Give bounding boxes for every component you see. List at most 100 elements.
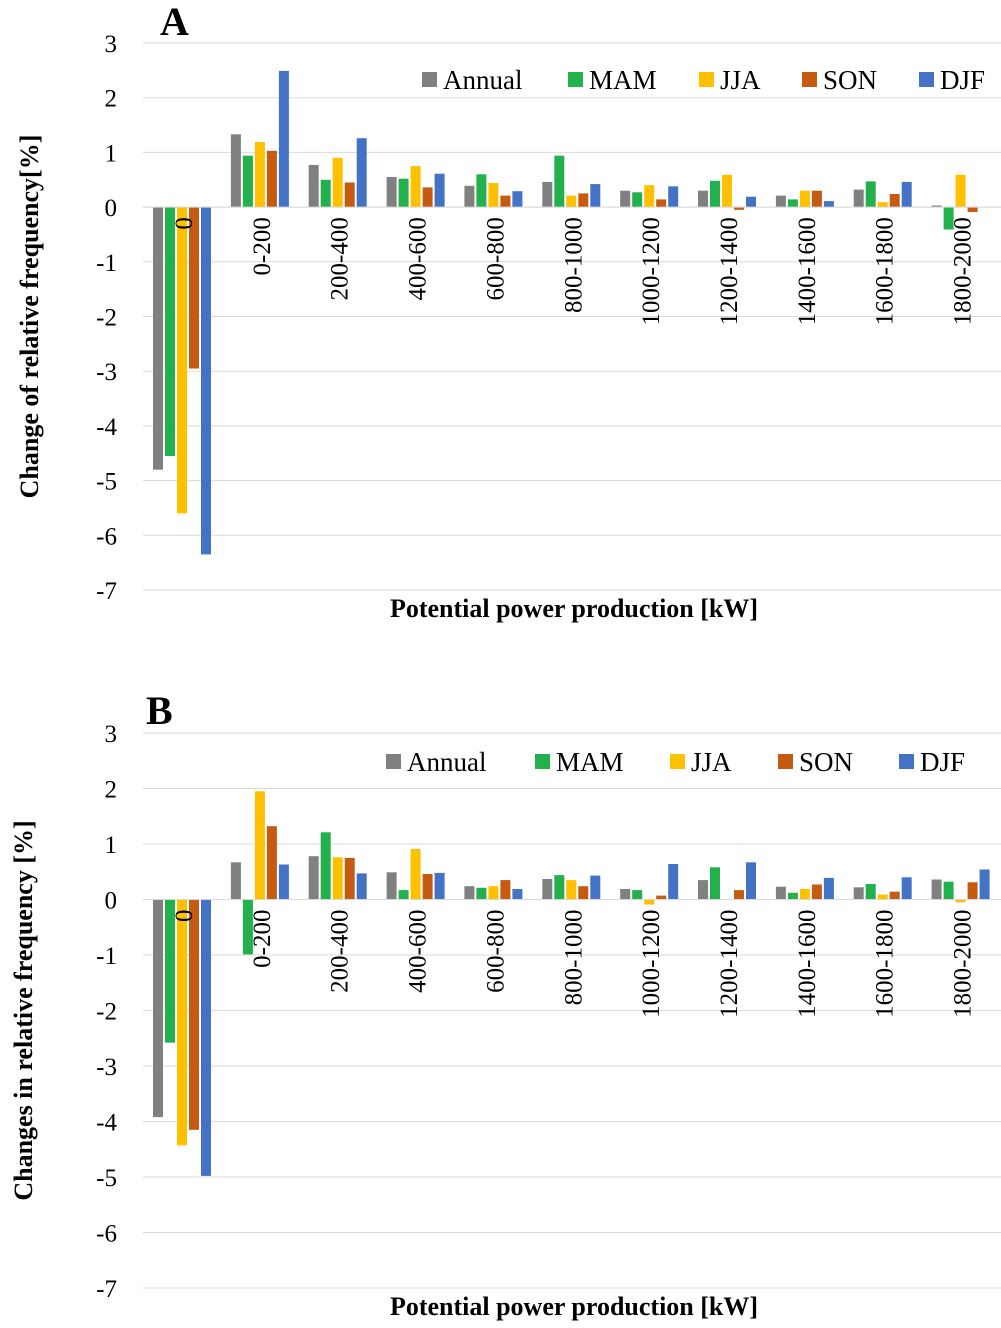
x-tick-label: 1200-1400 [716,910,743,1018]
chart-panel-a: 3 2 1 0 -1 -2 -3 -4 -5 -6 -7 0 0-200 200-400 400-600 60… [15,0,1001,623]
bar-jja-1600-1800 [877,894,888,900]
bar-mam-800-1000 [554,875,565,900]
bar-annual-0 [153,207,163,470]
legend-label: JJA [720,65,761,95]
y-tick-label: -7 [96,578,117,605]
legend-swatch [899,754,914,769]
bar-jja-1000-1200 [644,899,655,905]
bar-djf-800-1000 [590,875,601,900]
bar-jja-400-600 [410,166,421,208]
bar-chart-a: 3 2 1 0 -1 -2 -3 -4 -5 -6 -7 0 0-200 200-400 400-600 60… [15,0,1001,623]
bar-son-0 [189,899,199,1130]
x-tick-label: 600-800 [482,910,509,993]
x-tick-label: 0 [171,910,198,923]
y-tick-label: 0 [105,888,118,915]
bar-djf-0-200 [278,70,289,208]
bar-annual-1200-1400 [698,880,708,900]
bar-son-0-200 [266,826,277,900]
panel-label: A [160,0,189,44]
bar-annual-600-800 [464,886,475,900]
y-tick-label: -4 [96,1110,117,1137]
x-tick-label: 0 [171,217,198,230]
bar-jja-1800-2000 [955,174,966,208]
x-tick-label: 400-600 [405,910,432,993]
bar-annual-1600-1800 [853,189,864,208]
bar-mam-1400-1600 [787,892,798,900]
x-tick-label: 1400-1600 [794,910,821,1018]
bar-djf-1200-1400 [746,196,756,208]
y-tick-label: 3 [105,31,118,58]
x-tick-label: 200-400 [327,910,354,993]
bar-jja-600-800 [488,183,499,208]
x-tick-label: 0-200 [249,217,276,275]
bar-son-1600-1800 [889,194,900,208]
bar-jja-800-1000 [566,880,577,900]
y-tick-label: -2 [96,305,117,332]
x-tick-label: 1600-1800 [872,217,899,325]
bar-annual-0-200 [230,134,241,208]
bar-son-1400-1600 [811,190,822,208]
legend-swatch [386,754,401,769]
y-axis-title: Changes in relative frequency [%] [9,820,38,1200]
bar-jja-1400-1600 [799,889,810,900]
x-tick-label: 1000-1200 [638,217,665,325]
y-tick-label: -5 [96,1165,117,1192]
bar-djf-400-600 [434,173,445,208]
bar-son-800-1000 [578,886,589,900]
bar-djf-1000-1200 [668,186,679,208]
bar-mam-1400-1600 [787,199,798,208]
bar-mam-1600-1800 [865,181,876,208]
y-tick-label: -1 [96,250,117,277]
bar-mam-1000-1200 [632,192,643,208]
bar-jja-1400-1600 [799,190,810,208]
bar-mam-400-600 [398,890,409,900]
y-tick-label: -2 [96,999,117,1026]
bar-mam-200-400 [320,832,331,900]
bar-son-400-600 [422,874,433,900]
bar-jja-0 [177,207,187,514]
legend-label: DJF [940,65,985,95]
chart-panel-b: 3 2 1 0 -1 -2 -3 -4 -5 -6 -7 0 0-200 200-400 400-600 60… [0,664,1001,1328]
bar-jja-800-1000 [566,195,577,208]
legend-swatch [535,754,550,769]
bar-son-1200-1400 [734,207,744,210]
bar-mam-1200-1400 [710,180,720,208]
y-tick-label: -6 [96,1221,117,1248]
legend-swatch [670,754,685,769]
bar-djf-800-1000 [590,184,601,208]
bar-djf-600-800 [512,889,523,900]
y-tick-label: -5 [96,469,117,496]
bars [153,791,990,1176]
bar-mam-1200-1400 [710,867,720,900]
bar-son-400-600 [422,187,433,208]
bar-son-0 [189,207,199,369]
bar-djf-400-600 [434,872,445,900]
y-tick-label: -6 [96,523,117,550]
y-tick-label: 2 [105,86,118,113]
bar-mam-600-800 [476,887,487,900]
bar-annual-1400-1600 [775,886,786,900]
legend-swatch [422,72,437,87]
x-tick-label: 1400-1600 [794,217,821,325]
bar-chart-b: 3 2 1 0 -1 -2 -3 -4 -5 -6 -7 0 0-200 200-400 400-600 60… [9,688,1001,1321]
x-tick-label: 1800-2000 [950,217,977,325]
legend-label: MAM [589,65,657,95]
x-tick-label: 1200-1400 [716,217,743,325]
bar-son-1400-1600 [811,884,822,900]
x-tick-label: 400-600 [405,217,432,300]
bar-djf-1400-1600 [823,877,834,900]
legend-swatch [568,72,583,87]
bar-annual-400-600 [386,872,397,900]
y-tick-label: -7 [96,1276,117,1303]
legend-swatch [919,72,934,87]
bar-annual-1000-1200 [620,190,631,208]
bar-jja-200-400 [332,157,343,208]
bar-annual-1600-1800 [853,887,864,900]
bar-djf-1400-1600 [823,201,834,208]
bar-mam-1800-2000 [943,881,954,900]
bar-mam-1600-1800 [865,884,876,900]
legend-label: Annual [407,747,486,777]
bar-mam-0 [165,899,175,1043]
x-tick-label: 1600-1800 [872,910,899,1018]
bar-jja-600-800 [488,886,499,900]
